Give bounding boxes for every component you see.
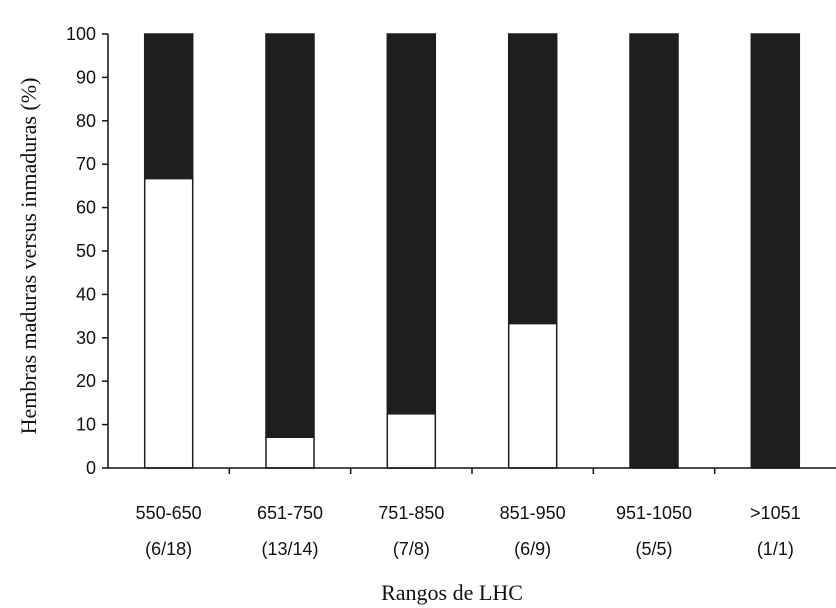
- bars-group: [143, 33, 801, 469]
- y-tick-label: 60: [76, 198, 96, 218]
- y-tick-label: 10: [76, 415, 96, 435]
- x-axis-title: Rangos de LHC: [381, 580, 523, 605]
- x-tick-label: 751-850: [378, 503, 444, 523]
- bar-segment-black-3: [386, 33, 437, 415]
- bar-segment-black-4: [507, 33, 558, 325]
- axes-group: [107, 34, 836, 469]
- bar-segment-white-3: [386, 413, 437, 469]
- bar-segment-black-1: [143, 33, 194, 180]
- x-tick-count-label: (13/14): [261, 539, 318, 559]
- bar-segment-white-1: [143, 177, 194, 469]
- x-tick-count-label: (1/1): [757, 539, 794, 559]
- y-tick-label: 90: [76, 67, 96, 87]
- bar-segment-white-2: [265, 436, 315, 469]
- x-tick-label: >1051: [750, 503, 801, 523]
- y-tick-label: 50: [76, 241, 96, 261]
- x-tick-count-label: (6/18): [145, 539, 192, 559]
- y-tick-label: 100: [66, 24, 96, 44]
- bar-segment-black-5: [629, 33, 679, 469]
- x-ticks-group: 550-650 (6/18) 651-750 (13/14) 751-850 (7/8) 8…: [136, 468, 801, 559]
- bar-segment-black-2: [265, 33, 315, 438]
- x-tick-count-label: (6/9): [514, 539, 551, 559]
- y-axis-title: Hembras maduras versus inmaduras (%): [16, 78, 41, 435]
- y-tick-label: 0: [86, 458, 96, 478]
- x-tick-count-label: (7/8): [393, 539, 430, 559]
- y-tick-label: 80: [76, 111, 96, 131]
- y-ticks-group: 0 10 20 30 40 50 60 70 80 90 100: [66, 24, 108, 478]
- y-tick-label: 30: [76, 328, 96, 348]
- y-tick-label: 20: [76, 371, 96, 391]
- x-tick-label: 851-950: [500, 503, 566, 523]
- y-tick-label: 40: [76, 284, 96, 304]
- bar-segment-black-6: [750, 33, 801, 469]
- bar-segment-white-4: [507, 322, 558, 469]
- x-tick-count-label: (5/5): [635, 539, 672, 559]
- x-tick-label: 550-650: [136, 503, 202, 523]
- y-tick-label: 70: [76, 154, 96, 174]
- x-tick-label: 951-1050: [616, 503, 692, 523]
- x-tick-label: 651-750: [257, 503, 323, 523]
